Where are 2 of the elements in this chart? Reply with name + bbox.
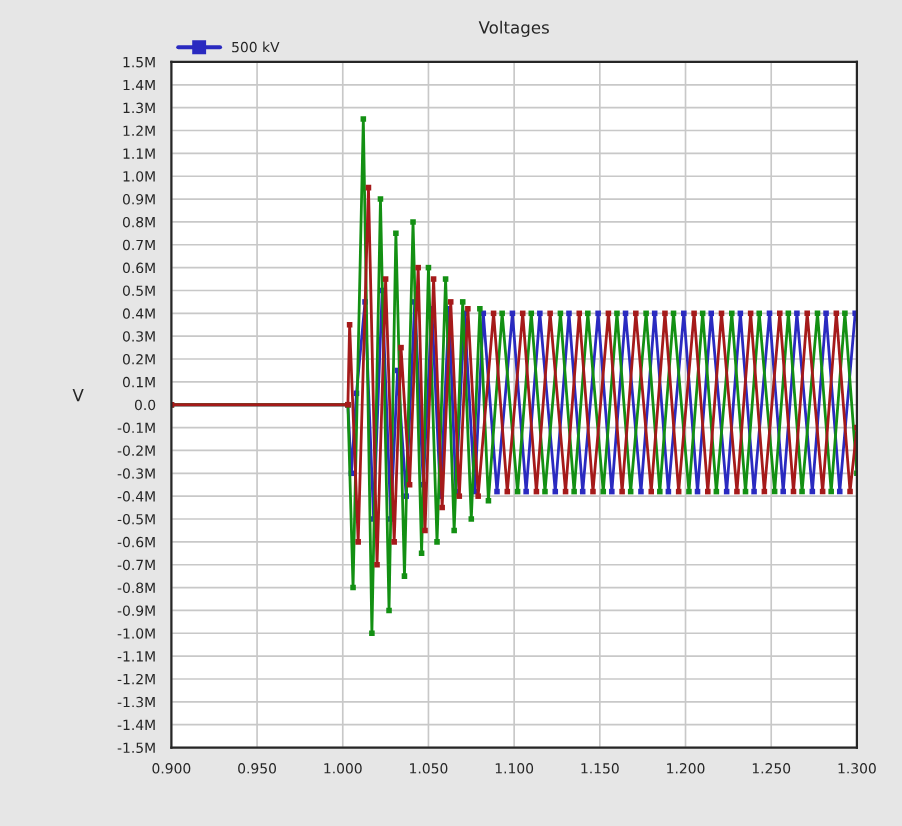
y-axis-title: V: [72, 389, 84, 402]
chart-title: Voltages: [478, 20, 549, 37]
